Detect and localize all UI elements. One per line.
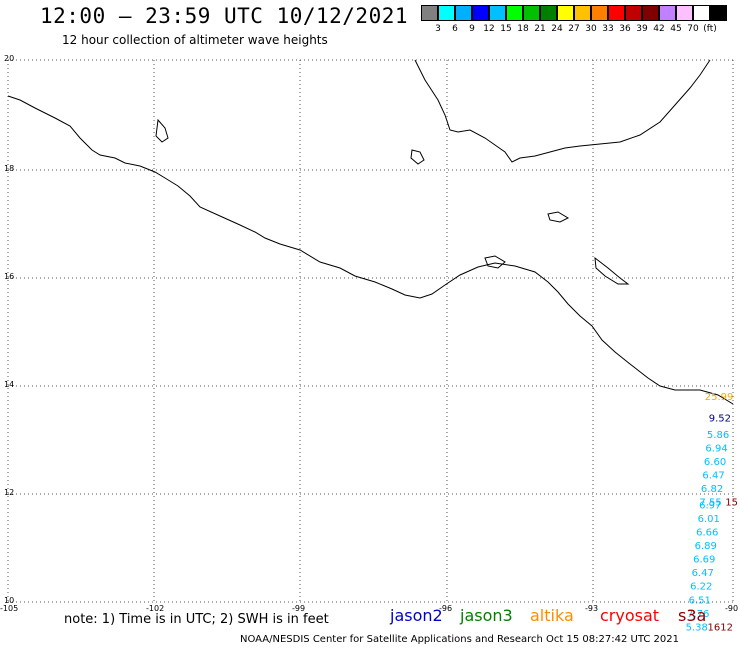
legend-label: 45	[670, 24, 682, 34]
legend-swatch	[421, 5, 438, 21]
lat-label: 16	[4, 272, 14, 281]
legend-label: (ft)	[703, 24, 717, 34]
legend-label: 15	[500, 24, 512, 34]
island-4	[594, 256, 630, 285]
satellite-name: altika	[530, 606, 574, 625]
legend-label: 18	[517, 24, 529, 34]
wave-height-value: 6.60	[704, 457, 726, 468]
lat-label: 14	[4, 380, 14, 389]
axis-labels: 20 18 16 14 12 10-105 -102 -99 -96 -93 -90	[0, 54, 738, 613]
lon-label: -90	[725, 604, 738, 613]
legend-swatch	[438, 5, 455, 21]
wave-height-value: 6.89	[695, 541, 717, 552]
lat-label: 12	[4, 488, 14, 497]
lon-label: -105	[0, 604, 18, 613]
legend-label: 42	[653, 24, 665, 34]
legend-label: 21	[534, 24, 546, 34]
wave-height-values: 25.99 9.52 5.86 6.94 6.60 6.47 6.82 7.556.97 15 6…	[686, 392, 738, 633]
wave-height-value: 6.01	[698, 514, 720, 525]
legend-label: 39	[636, 24, 648, 34]
lon-label: -93	[585, 604, 598, 613]
legend-swatch	[523, 5, 540, 21]
legend-swatch	[489, 5, 506, 21]
legend-label: 9	[469, 24, 475, 34]
chart-title: 12:00 – 23:59 UTC 10/12/2021	[40, 4, 409, 28]
wave-height-value: 7.55	[699, 498, 721, 509]
legend-swatch	[506, 5, 523, 21]
satellite-name: jason2	[390, 606, 443, 625]
credit-line: NOAA/NESDIS Center for Satellite Applica…	[240, 634, 679, 645]
legend-swatch	[591, 5, 608, 21]
legend-swatch	[540, 5, 557, 21]
legend-label: 6	[452, 24, 458, 34]
legend-label: 24	[551, 24, 563, 34]
chart-subtitle: 12 hour collection of altimeter wave hei…	[62, 33, 328, 47]
legend-swatch	[710, 5, 727, 21]
island-2	[410, 149, 425, 165]
island-3	[547, 211, 570, 223]
legend-swatch	[625, 5, 642, 21]
legend-label: 27	[568, 24, 580, 34]
wave-height-value: 6.69	[693, 555, 715, 566]
island-5	[484, 255, 506, 269]
wave-height-value: 6.94	[705, 444, 727, 455]
color-legend: 3 6 9 12 15 18 21 24 27 30 33 36 39 42 45 70 (ft)	[421, 5, 729, 35]
wave-height-value: 6.22	[690, 582, 712, 593]
satellite-name: cryosat	[600, 606, 660, 625]
legend-swatch	[574, 5, 591, 21]
wave-height-value: 9.52	[709, 414, 731, 425]
legend-swatch	[472, 5, 489, 21]
wave-height-value: 6.51	[689, 595, 711, 606]
island-1	[155, 118, 169, 143]
wave-height-value: 5.86	[707, 430, 729, 441]
legend-swatch	[693, 5, 710, 21]
legend-label: 12	[483, 24, 495, 34]
lat-label: 10	[4, 596, 14, 605]
lon-label: -102	[146, 604, 164, 613]
legend-swatch	[676, 5, 693, 21]
wave-height-value: 6.47	[702, 471, 724, 482]
footnote: note: 1) Time is in UTC; 2) SWH is in fe…	[64, 612, 329, 627]
wave-height-value: 6.66	[696, 528, 718, 539]
wave-height-value: 7.76	[687, 609, 709, 620]
wave-height-value: 15	[725, 498, 738, 509]
legend-swatch	[608, 5, 625, 21]
legend-swatch	[659, 5, 676, 21]
lat-label: 18	[4, 164, 14, 173]
legend-label: 70	[687, 24, 699, 34]
gulf-coastline	[414, 59, 711, 163]
legend-swatch	[642, 5, 659, 21]
satellite-name: s3a	[678, 606, 707, 625]
pacific-coastline	[7, 95, 734, 405]
legend-label: 33	[602, 24, 614, 34]
wave-height-value: 5.38	[686, 622, 708, 633]
lat-label: 20	[4, 54, 14, 63]
satellite-name: jason3	[460, 606, 513, 625]
lon-label: -96	[439, 604, 452, 613]
legend-label: 36	[619, 24, 631, 34]
lat-lon-grid	[7, 59, 734, 603]
wave-height-value: 6.82	[701, 484, 723, 495]
lon-label: -99	[292, 604, 305, 613]
wave-height-value: 6.97	[699, 500, 721, 511]
wave-height-value: 6.47	[692, 568, 714, 579]
legend-label: 30	[585, 24, 597, 34]
legend-swatch	[557, 5, 574, 21]
legend-label: 3	[435, 24, 441, 34]
wave-height-value: 25.99	[705, 392, 734, 403]
coastline	[7, 59, 734, 405]
wave-height-value: 1612	[708, 622, 733, 633]
legend-swatch	[455, 5, 472, 21]
